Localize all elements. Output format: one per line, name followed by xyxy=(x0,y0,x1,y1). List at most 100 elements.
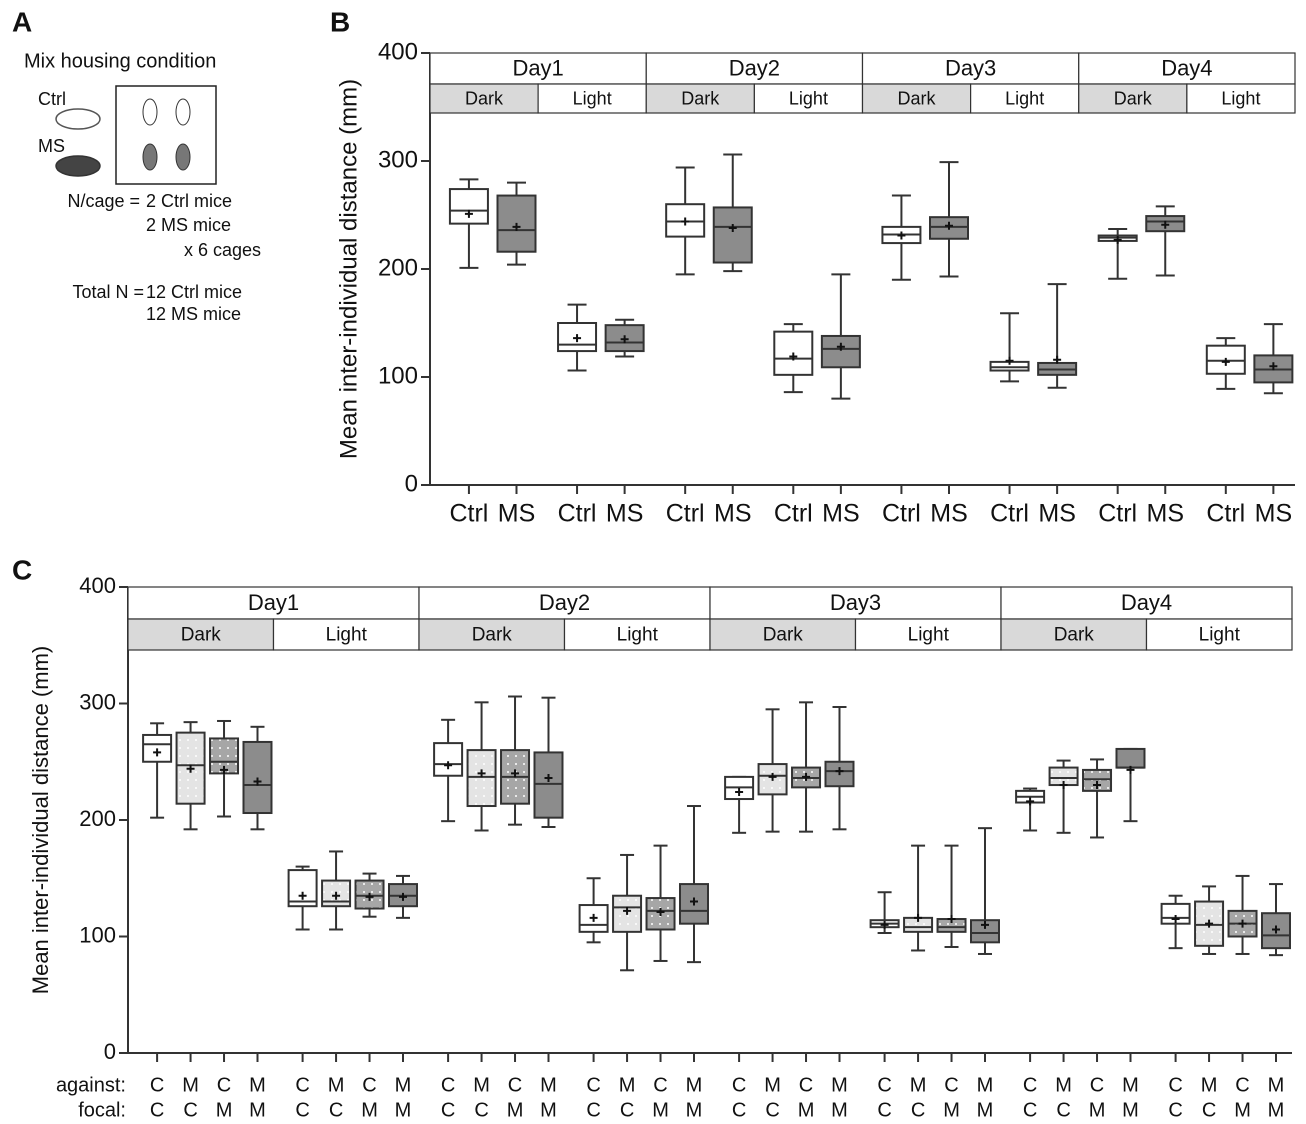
x-tick-label: C xyxy=(1090,1074,1104,1096)
panel-label: B xyxy=(330,6,350,37)
y-axis-label: Mean inter-individual distance (mm) xyxy=(28,646,53,994)
cage-ctrl-mouse xyxy=(175,98,191,126)
day-label: Day4 xyxy=(1121,590,1172,615)
mean-marker xyxy=(620,335,629,344)
x-tick-label: MS xyxy=(1038,500,1076,528)
box xyxy=(1082,768,1113,792)
x-tick-label: M xyxy=(652,1099,669,1121)
ms-label: MS xyxy=(38,136,65,156)
row-label: focal: xyxy=(78,1099,126,1121)
day-header xyxy=(1078,52,1296,85)
mean-marker xyxy=(153,748,162,757)
ms-mouse xyxy=(55,155,101,177)
x-tick-label: M xyxy=(1268,1074,1285,1096)
x-tick-label: M xyxy=(1089,1099,1106,1121)
phase-label: Light xyxy=(789,88,828,108)
mean-marker xyxy=(1126,765,1135,774)
phase-header xyxy=(645,83,755,114)
phase-header xyxy=(970,83,1080,114)
x-tick-label: M xyxy=(249,1074,266,1096)
total-line: 12 Ctrl mice xyxy=(146,282,242,302)
x-tick-label: M xyxy=(1234,1099,1251,1121)
mean-marker xyxy=(1205,919,1214,928)
panel-a-title: Mix housing condition xyxy=(24,50,216,72)
x-tick-label: MS xyxy=(930,500,968,528)
mean-marker xyxy=(1026,797,1035,806)
panel-a: A Mix housing condition Ctrl MS N/cage =… xyxy=(12,6,261,323)
mean-marker xyxy=(1221,357,1230,366)
phase-label: Light xyxy=(1221,88,1260,108)
x-tick-label: C xyxy=(295,1099,309,1121)
phase-label: Dark xyxy=(763,625,804,646)
x-tick-label: M xyxy=(507,1099,524,1121)
x-tick-label: M xyxy=(249,1099,266,1121)
n-cage-line: 2 Ctrl mice xyxy=(146,191,232,211)
x-tick-label: C xyxy=(1023,1074,1037,1096)
x-tick-label: C xyxy=(732,1074,746,1096)
x-tick-label: M xyxy=(1122,1074,1139,1096)
mean-marker xyxy=(689,897,698,906)
x-tick-label: C xyxy=(944,1074,958,1096)
phase-header xyxy=(537,83,647,114)
mean-marker xyxy=(573,334,582,343)
day-label: Day2 xyxy=(729,55,780,80)
box xyxy=(242,740,273,815)
mean-marker xyxy=(253,777,262,786)
box xyxy=(448,188,489,225)
phase-label: Dark xyxy=(1054,625,1095,646)
day-header xyxy=(645,52,864,85)
x-tick-label: C xyxy=(586,1099,600,1121)
phase-header xyxy=(1145,618,1293,651)
x-tick-label: C xyxy=(1023,1099,1037,1121)
mean-marker xyxy=(589,913,598,922)
x-tick-label: M xyxy=(1055,1074,1072,1096)
box xyxy=(287,869,318,908)
x-tick-label: MS xyxy=(822,500,860,528)
mean-marker xyxy=(1059,781,1068,790)
day-header xyxy=(418,586,711,620)
mean-marker xyxy=(768,772,777,781)
x-tick-label: M xyxy=(943,1099,960,1121)
x-tick-label: M xyxy=(686,1099,703,1121)
x-tick-label: M xyxy=(182,1074,199,1096)
ctrl-label: Ctrl xyxy=(38,89,66,109)
box xyxy=(1115,747,1146,769)
x-tick-label: MS xyxy=(1255,500,1293,528)
cage-ctrl-mouse xyxy=(142,98,158,126)
mean-marker xyxy=(511,769,520,778)
box xyxy=(578,904,609,933)
box xyxy=(969,919,1000,944)
y-tick-label: 300 xyxy=(79,689,116,714)
x-tick-label: C xyxy=(1202,1099,1216,1121)
day-header xyxy=(709,586,1002,620)
x-tick-label: C xyxy=(474,1099,488,1121)
mean-marker xyxy=(980,920,989,929)
phase-header xyxy=(753,83,864,114)
x-tick-label: MS xyxy=(1147,500,1185,528)
mean-marker xyxy=(398,892,407,901)
mean-marker xyxy=(947,915,956,924)
x-tick-label: M xyxy=(831,1074,848,1096)
mean-marker xyxy=(1053,355,1062,364)
x-tick-label: C xyxy=(1235,1074,1249,1096)
phase-header xyxy=(563,618,711,651)
box xyxy=(175,731,206,805)
y-tick-label: 0 xyxy=(104,1039,116,1064)
day-label: Day1 xyxy=(248,590,299,615)
box xyxy=(142,733,173,763)
day-label: Day3 xyxy=(945,55,996,80)
x-tick-label: C xyxy=(732,1099,746,1121)
day-label: Day3 xyxy=(830,590,881,615)
x-tick-label: C xyxy=(150,1074,164,1096)
phase-label: Dark xyxy=(1114,88,1153,108)
x-tick-label: C xyxy=(1168,1074,1182,1096)
phase-header xyxy=(1186,83,1296,114)
total-line: 12 MS mice xyxy=(146,304,241,324)
y-tick-label: 300 xyxy=(378,146,418,173)
mean-marker xyxy=(1271,925,1280,934)
cage-ms-mouse xyxy=(142,143,158,171)
y-tick-label: 400 xyxy=(79,573,116,598)
x-tick-label: C xyxy=(217,1074,231,1096)
phase-header xyxy=(1000,618,1148,651)
